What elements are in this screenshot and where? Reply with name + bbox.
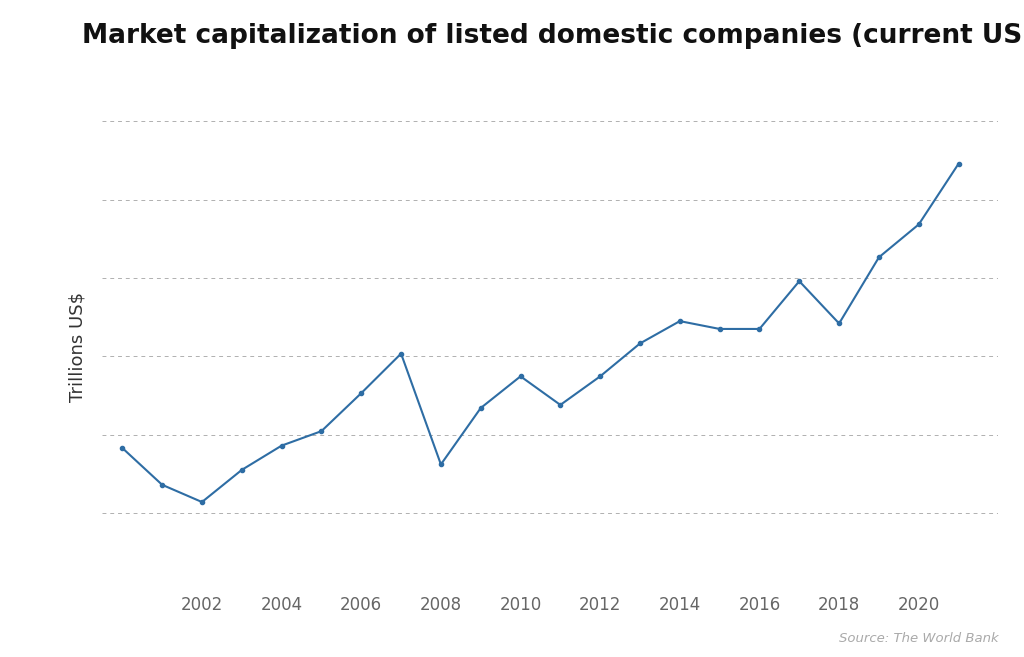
Text: Source: The World Bank: Source: The World Bank: [839, 632, 998, 645]
Text: Market capitalization of listed domestic companies (current US$): Market capitalization of listed domestic…: [82, 23, 1024, 49]
Y-axis label: Trillions US$: Trillions US$: [69, 292, 86, 401]
